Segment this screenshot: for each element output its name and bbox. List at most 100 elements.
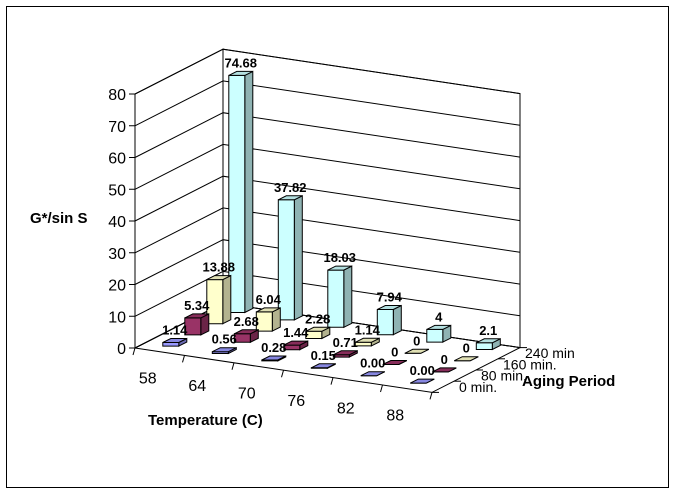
series-tick-label: 0 min. xyxy=(459,379,497,395)
x-tick-mark xyxy=(182,355,185,363)
y-tick-label: 60 xyxy=(108,151,126,168)
bar-top xyxy=(432,367,457,373)
bar-80-min-82 xyxy=(382,360,408,365)
series-tick-label: 80 min. xyxy=(481,368,527,384)
bar-top xyxy=(228,70,254,76)
bar-240-min-76 xyxy=(376,304,402,336)
bar-top xyxy=(305,326,331,332)
bar-160-min-58 xyxy=(206,274,232,325)
bar-top xyxy=(404,348,430,354)
bar-top xyxy=(476,338,501,344)
x-tick-mark xyxy=(330,377,334,385)
y-tick-label: 30 xyxy=(108,246,126,263)
bar-top xyxy=(311,363,336,369)
x-axis-title: Temperature (C) xyxy=(148,412,263,429)
bar-side xyxy=(293,194,303,321)
x-tick-mark xyxy=(281,370,284,378)
series-tick-label: 160 min. xyxy=(503,356,557,372)
data-label: 6.04 xyxy=(256,292,282,307)
data-label: 2.68 xyxy=(234,314,259,329)
bar-0-min-82 xyxy=(360,371,386,377)
data-label: 0 xyxy=(441,352,448,367)
bar-side xyxy=(244,70,254,314)
y-tick-label: 20 xyxy=(108,278,126,295)
gridline xyxy=(134,207,521,254)
data-label: 37.82 xyxy=(274,180,307,195)
x-tick-mark xyxy=(231,362,235,370)
data-label: 1.14 xyxy=(162,322,188,337)
bar-front xyxy=(426,328,444,343)
gridline xyxy=(134,80,521,127)
chart-frame: 0 10 20 30 40 50 60 70 80 2.1 4 7.94 18.03 37.82 74.6… xyxy=(6,6,669,488)
bar-top xyxy=(256,307,281,313)
data-label: 0 xyxy=(463,341,470,356)
bar-160-min-82 xyxy=(404,348,430,354)
bar-0-min-88 xyxy=(410,378,435,384)
y-tick-label: 70 xyxy=(108,119,126,136)
bar-160-min-64 xyxy=(255,307,281,332)
bar-160-min-88 xyxy=(454,356,479,362)
data-label: 0.56 xyxy=(212,332,237,347)
series-axis-ticks: 0 min.80 min.160 min.240 min xyxy=(432,345,575,395)
bar-group xyxy=(162,70,501,384)
data-label: 13.88 xyxy=(202,260,235,275)
y-tick-label: 0 xyxy=(117,341,126,358)
y-tick-label: 10 xyxy=(108,309,126,326)
bar-160-min-76 xyxy=(354,337,380,347)
bar-side xyxy=(222,274,232,325)
bar-top xyxy=(410,378,435,384)
bar-top xyxy=(333,350,358,356)
bar-0-min-58 xyxy=(162,337,188,347)
bar-240-min-70 xyxy=(327,265,353,329)
y-tick-label: 50 xyxy=(108,182,126,199)
bar-80-min-76 xyxy=(332,349,358,358)
x-tick-mark xyxy=(132,347,136,356)
bar-0-min-76 xyxy=(310,362,336,370)
gridline xyxy=(134,239,521,285)
bar-80-min-64 xyxy=(233,328,259,344)
bar-front xyxy=(162,342,180,347)
bar-top xyxy=(454,356,479,362)
y-tick-label: 40 xyxy=(108,214,126,231)
bar-0-min-70 xyxy=(261,355,287,362)
chart-walls xyxy=(129,48,522,393)
data-label: 5.34 xyxy=(184,298,210,313)
data-label: 1.14 xyxy=(355,322,381,337)
x-tick-label: 82 xyxy=(337,400,355,417)
bar-top xyxy=(355,337,380,343)
series-tick-label: 240 min xyxy=(525,345,575,361)
data-label: 0.15 xyxy=(311,348,336,363)
data-label: 1.44 xyxy=(283,325,309,340)
bar-top xyxy=(234,329,259,335)
x-tick-label: 64 xyxy=(188,378,206,395)
data-labels: 2.147.9418.0337.8274.68001.142.286.0413.… xyxy=(162,55,497,378)
gridline xyxy=(134,143,521,190)
data-label: 4 xyxy=(435,309,443,324)
data-label: 74.68 xyxy=(224,55,257,70)
data-label: 0.00 xyxy=(410,363,435,378)
bar-side xyxy=(343,265,353,329)
bar-top xyxy=(327,265,353,271)
bar-top xyxy=(212,347,237,353)
chart-svg: 0 10 20 30 40 50 60 70 80 2.1 4 7.94 18.03 37.82 74.6… xyxy=(30,48,615,429)
data-label: 7.94 xyxy=(377,289,403,304)
bar-top xyxy=(382,360,408,365)
data-label: 0 xyxy=(391,345,398,360)
bar-0-min-64 xyxy=(211,346,237,355)
data-label: 0.71 xyxy=(333,335,358,350)
y-tick-label: 80 xyxy=(108,87,126,104)
bar-160-min-70 xyxy=(305,326,331,340)
bar-top xyxy=(283,340,309,346)
bar-80-min-70 xyxy=(283,340,309,351)
bar-240-min-64 xyxy=(277,194,303,321)
bar-side xyxy=(392,304,402,336)
bar-top xyxy=(278,195,303,201)
series-axis-title: Aging Period xyxy=(522,373,615,390)
bar-80-min-88 xyxy=(432,367,457,373)
x-tick-mark xyxy=(380,384,383,393)
bar-top xyxy=(261,355,287,361)
gridline xyxy=(134,270,521,317)
gridline xyxy=(134,112,521,158)
bar-top xyxy=(162,338,188,343)
bar-240-min-88 xyxy=(475,337,501,351)
